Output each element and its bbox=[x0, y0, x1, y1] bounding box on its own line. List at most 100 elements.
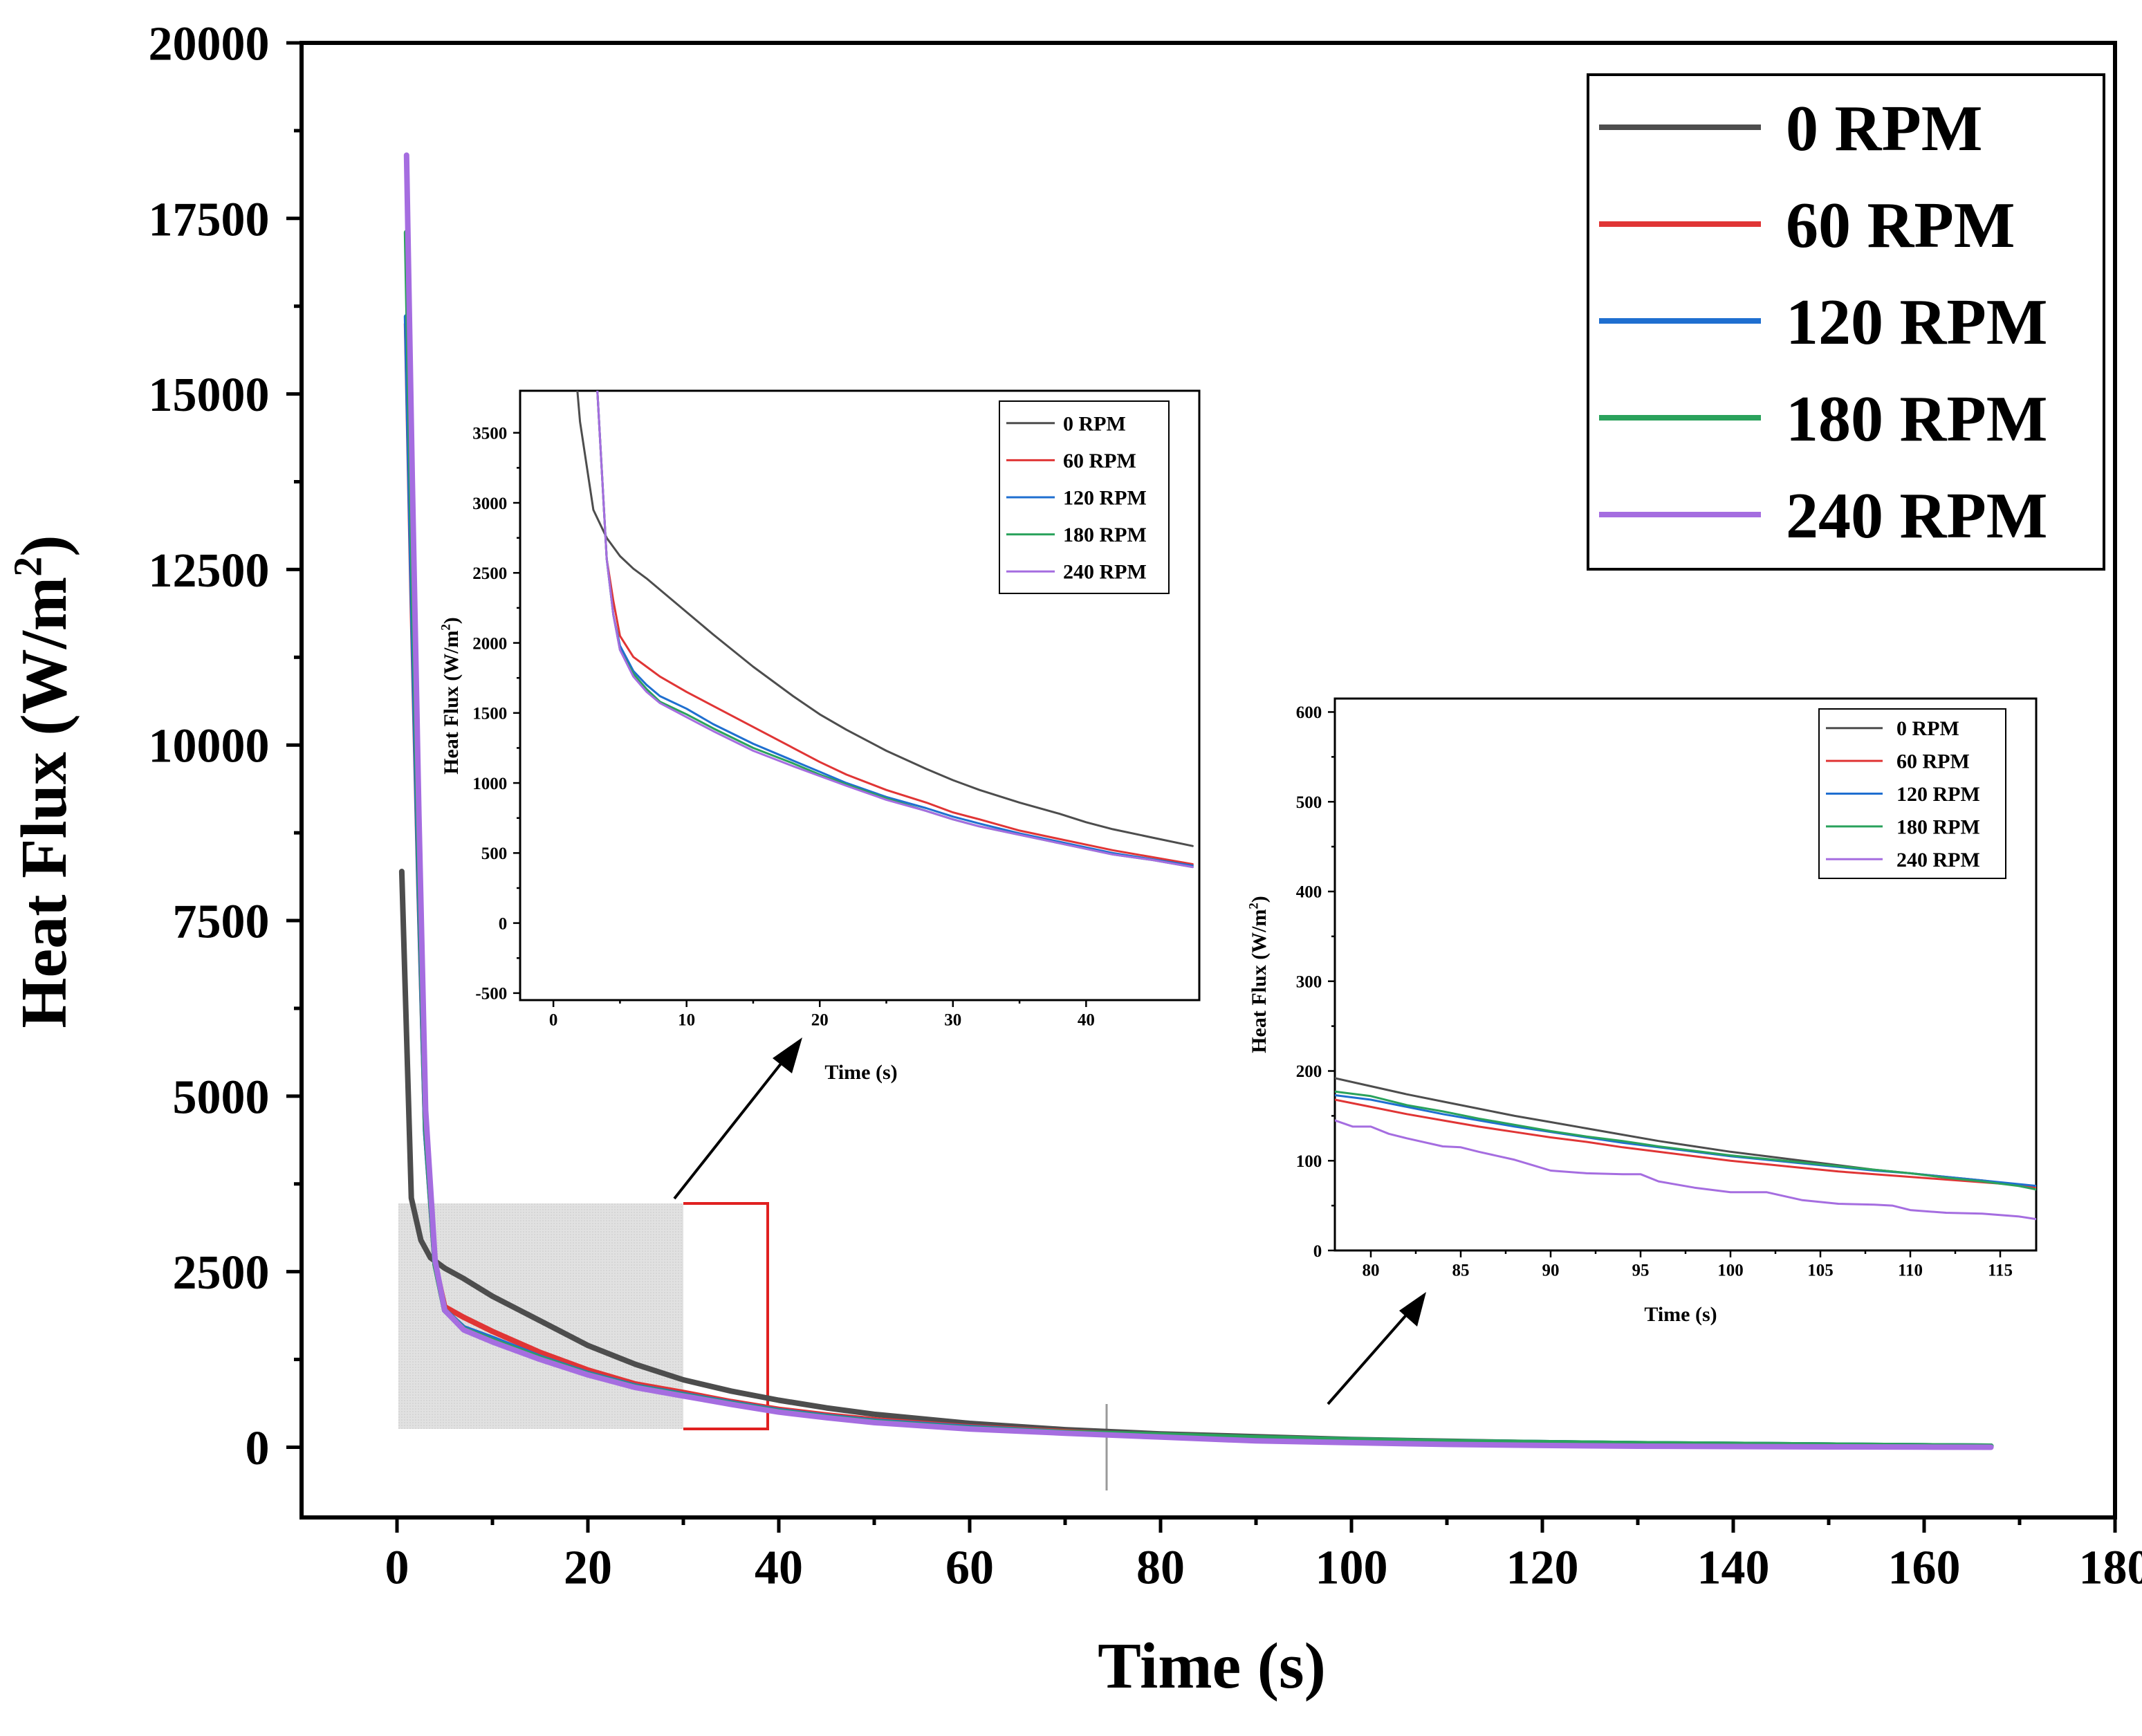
y-tick-label: 3000 bbox=[472, 495, 507, 513]
y-tick-label: -500 bbox=[475, 985, 507, 1004]
x-tick-label: 100 bbox=[1717, 1261, 1744, 1280]
x-tick-label: 40 bbox=[755, 1542, 803, 1595]
y-axis-label-main: Heat Flux (W/m bbox=[440, 630, 463, 774]
legend-label: 180 RPM bbox=[1896, 815, 1980, 838]
legend-label: 60 RPM bbox=[1063, 450, 1136, 472]
y-axis-label-close: ) bbox=[1248, 896, 1271, 903]
y-axis-label-sup: 2 bbox=[5, 557, 50, 577]
x-tick-label: 20 bbox=[811, 1010, 829, 1029]
y-tick-label: 0 bbox=[1313, 1242, 1322, 1261]
y-tick-label: 500 bbox=[481, 844, 508, 863]
x-axis-label: Time (s) bbox=[1644, 1303, 1717, 1326]
y-tick-label: 2000 bbox=[472, 634, 507, 653]
y-tick-label: 2500 bbox=[173, 1246, 270, 1300]
y-tick-label: 1000 bbox=[472, 775, 507, 793]
y-tick-label: 7500 bbox=[173, 896, 270, 949]
x-tick-label: 100 bbox=[1315, 1542, 1388, 1595]
inset-right-plot: 80 85 90 95 100 105 110 115 0 100 200 300 400 500 600 T… bbox=[1247, 697, 2038, 1326]
series-line-180-rpm bbox=[1335, 1090, 2036, 1191]
y-axis-label-close: ) bbox=[8, 535, 80, 556]
x-tick-label: 85 bbox=[1452, 1261, 1470, 1280]
legend-label: 180 RPM bbox=[1063, 524, 1147, 546]
legend-label: 0 RPM bbox=[1896, 717, 1959, 740]
x-tick-label: 115 bbox=[1988, 1261, 2013, 1280]
x-tick-label: 30 bbox=[944, 1010, 961, 1029]
y-axis-label-main: Heat Flux (W/m bbox=[8, 577, 80, 1028]
y-axis-label-close: ) bbox=[440, 617, 463, 624]
arrow-head-left bbox=[773, 1037, 802, 1073]
series-line-60-rpm bbox=[1335, 1098, 2036, 1189]
arrow-head-right bbox=[1399, 1292, 1426, 1327]
arrow-to-right-inset bbox=[1327, 1311, 1410, 1405]
series-group bbox=[398, 152, 1994, 1450]
legend-label: 120 RPM bbox=[1896, 783, 1980, 806]
y-tick-label: 500 bbox=[1296, 793, 1322, 812]
x-axis-label: Time (s) bbox=[824, 1061, 897, 1084]
legend-label: 120 RPM bbox=[1063, 487, 1147, 510]
series-group bbox=[1335, 1077, 2036, 1221]
series-line-0-rpm bbox=[576, 391, 1194, 847]
x-tick-label: 90 bbox=[1542, 1261, 1560, 1280]
arrows bbox=[673, 1037, 1426, 1405]
series-line-240-rpm bbox=[403, 152, 1994, 1450]
y-axis-label-sup: 2 bbox=[1247, 903, 1262, 909]
y-tick-label: 15000 bbox=[149, 369, 270, 422]
x-tick-label: 180 bbox=[2079, 1542, 2142, 1595]
x-tick-label: 105 bbox=[1807, 1261, 1834, 1280]
x-tick-label: 0 bbox=[385, 1542, 409, 1595]
y-tick-label: 2500 bbox=[472, 564, 507, 583]
x-tick-label: 140 bbox=[1697, 1542, 1770, 1595]
series-line-240-rpm bbox=[1335, 1119, 2036, 1221]
legend-label: 60 RPM bbox=[1786, 190, 2015, 261]
y-tick-label: 0 bbox=[499, 914, 508, 933]
legend-label: 180 RPM bbox=[1786, 383, 2048, 455]
x-tick-label: 40 bbox=[1078, 1010, 1095, 1029]
y-tick-label: 300 bbox=[1296, 972, 1322, 991]
y-tick-label: 5000 bbox=[173, 1071, 270, 1124]
y-tick-label: 12500 bbox=[149, 544, 270, 598]
y-axis-label: Heat Flux (W/m2) bbox=[1247, 896, 1271, 1053]
plot-frame bbox=[299, 41, 2117, 1520]
series-line-60-rpm bbox=[596, 391, 1194, 865]
plot-frame bbox=[519, 389, 1201, 1001]
x-tick-label: 80 bbox=[1363, 1261, 1380, 1280]
y-tick-label: 600 bbox=[1296, 703, 1322, 722]
y-tick-label: 400 bbox=[1296, 883, 1322, 902]
x-tick-label: 60 bbox=[945, 1542, 994, 1595]
y-tick-label: 1500 bbox=[472, 705, 507, 723]
x-tick-label: 110 bbox=[1898, 1261, 1923, 1280]
series-group bbox=[576, 391, 1194, 869]
arrow-to-left-inset bbox=[673, 1059, 785, 1200]
legend-label: 60 RPM bbox=[1896, 750, 1970, 773]
y-axis-label: Heat Flux (W/m2) bbox=[5, 535, 80, 1028]
y-axis-label-main: Heat Flux (W/m bbox=[1248, 909, 1271, 1053]
x-tick-label: 10 bbox=[678, 1010, 695, 1029]
x-tick-label: 20 bbox=[564, 1542, 612, 1595]
x-tick-label: 0 bbox=[549, 1010, 558, 1029]
y-axis-label-sup: 2 bbox=[439, 624, 454, 630]
x-tick-label: 160 bbox=[1888, 1542, 1961, 1595]
y-axis-label: Heat Flux (W/m2) bbox=[439, 617, 463, 775]
series-line-240-rpm bbox=[596, 391, 1194, 869]
series-line-120-rpm bbox=[596, 391, 1194, 867]
legend-label: 0 RPM bbox=[1786, 93, 1983, 165]
x-tick-label: 95 bbox=[1632, 1261, 1650, 1280]
y-tick-label: 3500 bbox=[472, 425, 507, 443]
zoom-region bbox=[398, 1203, 683, 1429]
legend-label: 120 RPM bbox=[1786, 286, 2048, 358]
legend-label: 240 RPM bbox=[1786, 480, 2048, 552]
main-plot: 0 20 40 60 80 100 120 140 160 1800250050007500100… bbox=[5, 18, 2142, 1703]
y-tick-label: 10000 bbox=[149, 720, 270, 773]
zoom-bracket bbox=[683, 1202, 769, 1430]
legend-label: 240 RPM bbox=[1063, 561, 1147, 584]
y-tick-label: 200 bbox=[1296, 1062, 1322, 1081]
x-axis-label: Time (s) bbox=[1098, 1630, 1326, 1702]
y-tick-label: 17500 bbox=[149, 193, 270, 246]
x-tick-label: 120 bbox=[1506, 1542, 1579, 1595]
legend-label: 240 RPM bbox=[1896, 849, 1980, 871]
y-tick-label: 100 bbox=[1296, 1152, 1322, 1171]
y-tick-label: 0 bbox=[246, 1422, 270, 1475]
inset-left-plot: 0 10 20 30 40 -500 0 500 1000 1500 2000 2500 3000 350… bbox=[439, 389, 1201, 1084]
x-tick-label: 80 bbox=[1136, 1542, 1185, 1595]
